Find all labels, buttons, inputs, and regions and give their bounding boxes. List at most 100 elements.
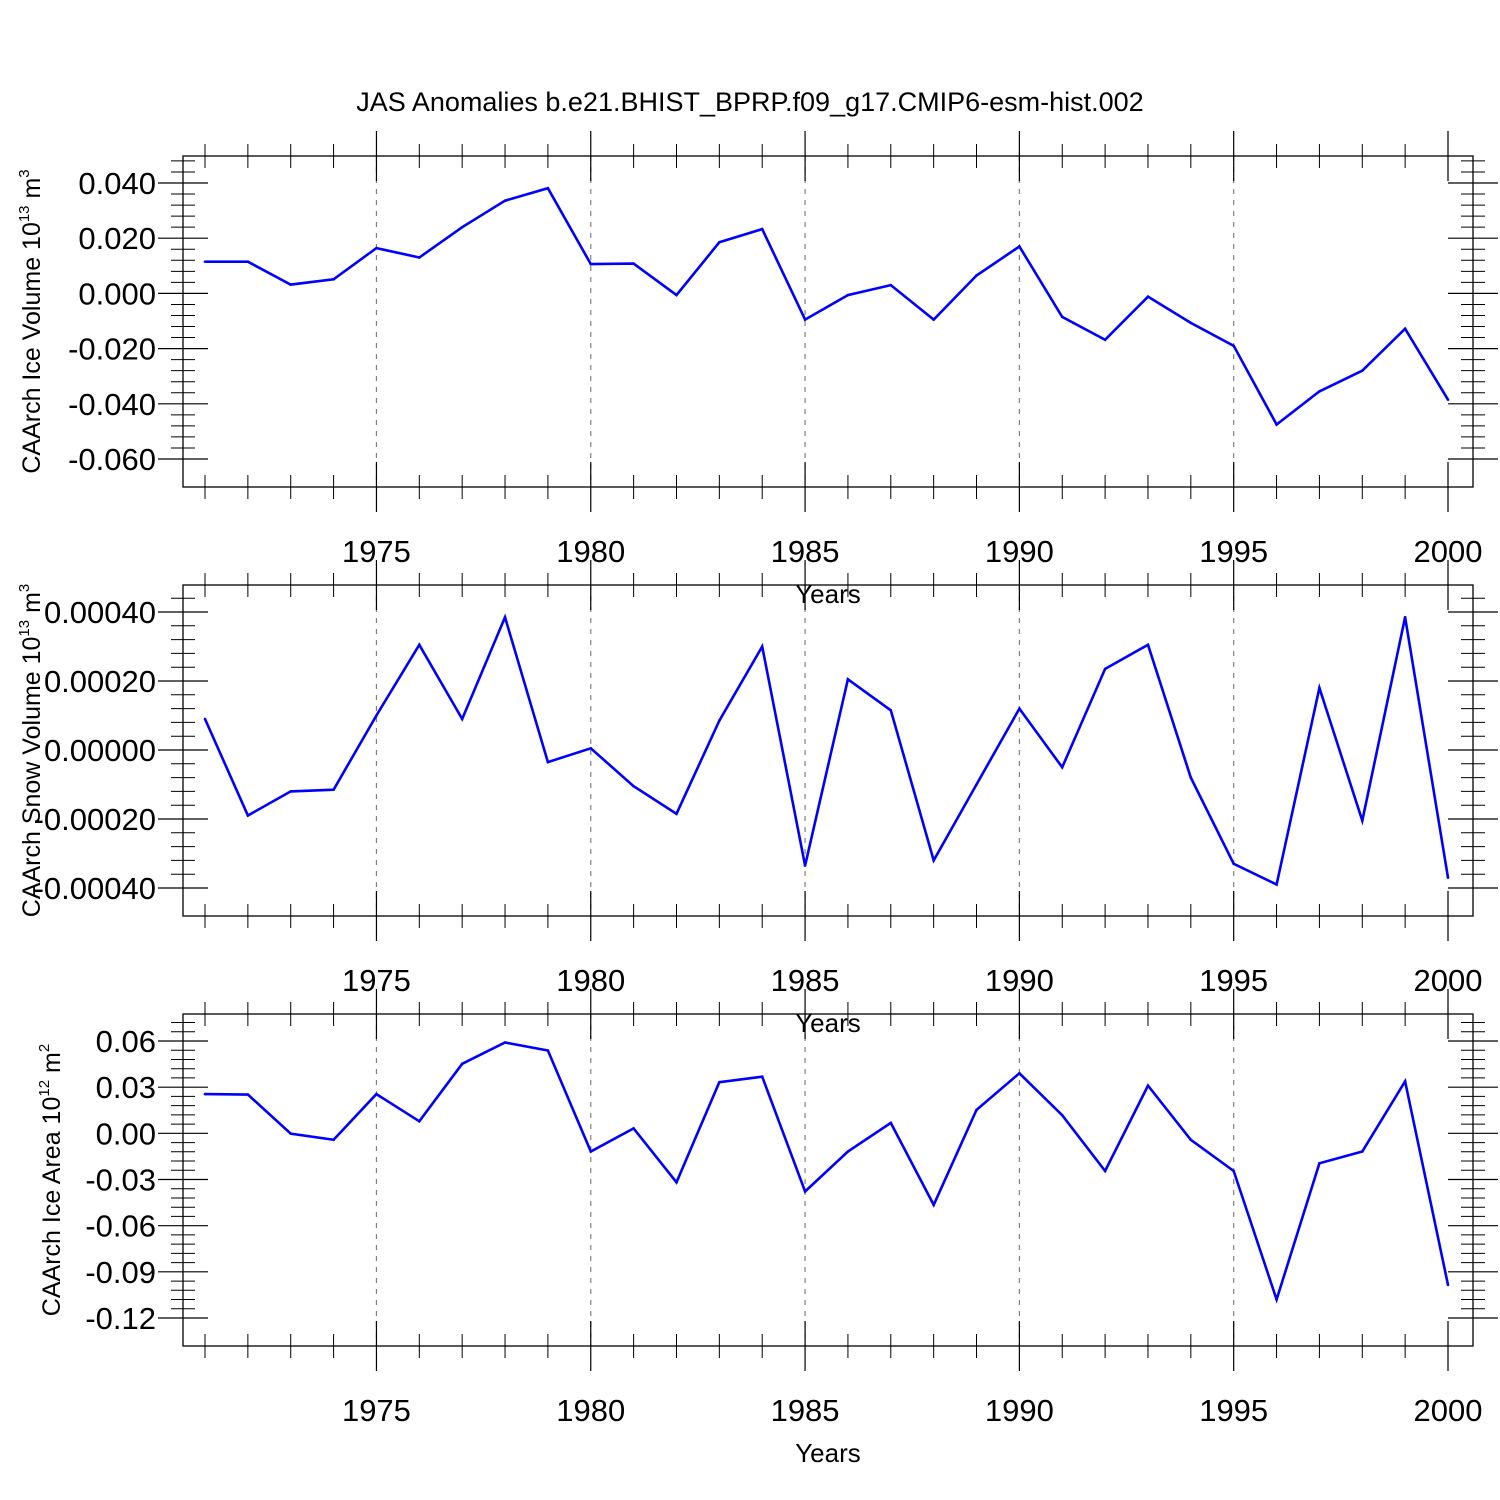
data-point [1146,295,1150,299]
data-point [1189,1138,1193,1142]
data-point [718,1080,721,1084]
data-point [1146,1084,1150,1087]
x-axis-label: Years [795,579,861,609]
y-tick-label: -0.06 [85,1209,156,1244]
data-point [1018,707,1021,710]
data-point [1189,776,1193,779]
y-tick-label: -0.12 [85,1301,156,1336]
x-tick-label: 1985 [771,1393,840,1428]
data-point [1060,1113,1064,1117]
data-point [1060,765,1064,769]
series-line [203,613,1450,887]
y-axis-label: CAArch Snow Volume 1013 m3 [16,584,46,918]
data-point [803,318,807,321]
data-point [718,241,721,244]
y-tick-label: -0.00040 [34,871,156,906]
y-tick-label: 0.00020 [44,664,156,699]
data-point [503,1041,507,1044]
data-point [203,260,207,263]
data-point [332,1138,335,1142]
series-line [205,186,1450,427]
data-point [1103,667,1107,671]
y-tick-label: -0.040 [68,387,156,422]
data-point [675,293,678,297]
data-point [1318,1162,1321,1165]
y-tick-label: 0.00000 [44,733,156,768]
x-axis-label: Years [795,1008,861,1038]
data-point [375,714,378,717]
y-tick-label: 0.040 [78,166,156,201]
panel-2: 0.000400.000200.00000-0.00020-0.00040197… [16,560,1498,1038]
y-tick-label: 0.06 [96,1024,156,1059]
x-axis-label: Years [795,1438,861,1468]
data-point [1403,615,1407,619]
data-point [203,717,207,721]
data-point [1403,327,1407,331]
y-tick-label: -0.03 [85,1163,156,1198]
data-point [760,1075,764,1079]
data-point [1103,338,1107,342]
y-tick-label: 0.03 [96,1070,156,1105]
data-point [975,783,978,786]
data-point [803,864,807,867]
data-point [846,677,850,681]
data-point [846,1150,850,1153]
data-point [1360,369,1364,372]
y-tick-label: -0.060 [68,442,156,477]
y-axis-label: CAArch Ice Volume 1013 m3 [16,169,46,473]
data-point [589,262,593,266]
data-point [418,256,421,259]
panel-3: 0.06 0.03 0.00 -0.03 -0.06 -0.09 -0.12 1975 1980… [36,989,1498,1468]
x-tick-label: 1980 [556,1393,625,1428]
data-point [1360,1150,1364,1153]
data-point [1275,883,1278,886]
x-tick-label: 1975 [342,1393,411,1428]
x-tick-label: 1995 [1199,1393,1268,1428]
data-point [546,1049,550,1052]
y-tick-label: 0.020 [78,221,156,256]
data-point [1232,862,1235,866]
plot-frame [182,155,1474,488]
data-point [289,283,293,286]
data-point [289,790,293,793]
data-point [503,615,507,619]
data-point [1018,245,1021,248]
data-point [1146,643,1150,647]
data-point [1232,1169,1235,1173]
data-point [632,1127,635,1130]
y-axis-label: CAArch Ice Area 1012 m2 [36,1044,66,1316]
data-point [632,784,635,788]
chart-title: JAS Anomalies b.e21.BHIST_BPRP.f09_g17.C… [356,87,1143,117]
data-point [889,283,893,287]
data-point [589,1150,593,1153]
data-point [675,812,678,816]
y-tick-label: -0.00020 [34,802,156,837]
data-point [1275,423,1278,426]
data-point [846,293,850,297]
series-line [204,1041,1450,1304]
data-point [1103,1169,1107,1173]
data-point [803,1190,807,1193]
data-point [375,246,378,250]
data-point [932,1203,935,1207]
data-point [460,225,464,229]
data-point [975,274,978,277]
data-point [289,1132,293,1135]
data-point [460,1062,464,1066]
data-point [460,717,464,721]
data-point [332,788,335,791]
y-tick-label: -0.09 [85,1255,156,1290]
data-point [932,859,935,862]
data-point [760,645,764,648]
y-tick-label: -0.020 [68,332,156,367]
data-point [1189,321,1193,325]
data-point [1446,876,1450,879]
data-point [1232,344,1235,348]
data-point [1446,1283,1450,1287]
data-point [632,262,635,265]
data-point [503,199,507,202]
data-point [760,227,764,231]
data-point [332,278,335,281]
